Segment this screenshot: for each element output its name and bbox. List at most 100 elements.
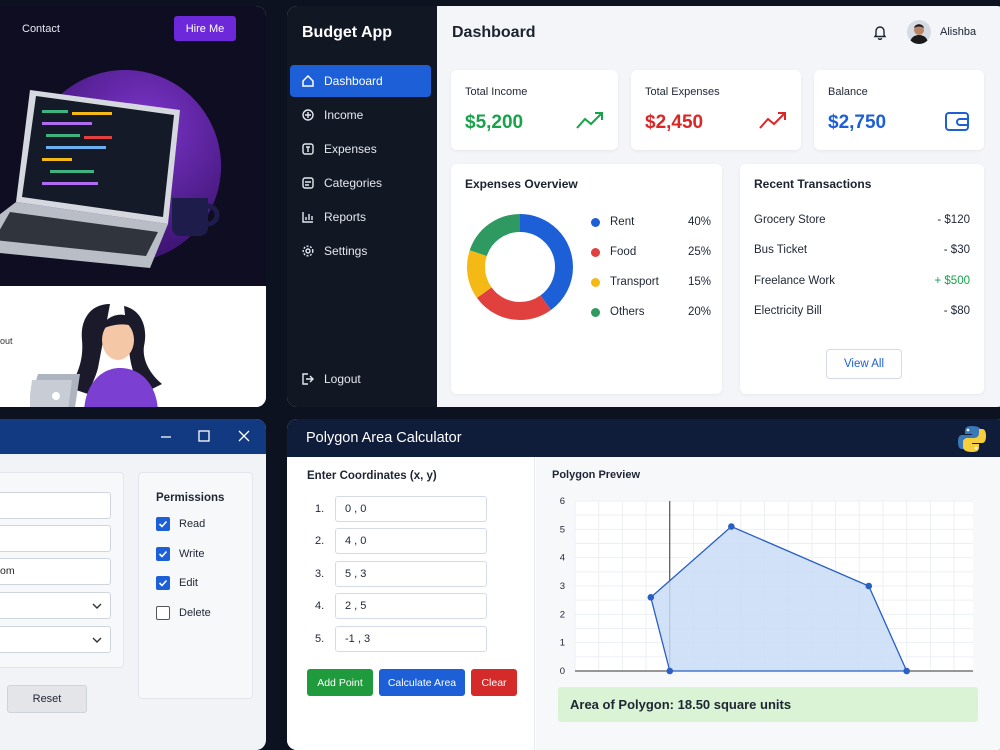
legend-label: Transport	[610, 276, 659, 288]
polygon-vertex	[728, 523, 735, 530]
status-select[interactable]	[0, 626, 111, 653]
sidebar-item-categories[interactable]: Categories	[290, 167, 431, 199]
checkbox-unchecked	[156, 605, 170, 620]
transaction-name: Bus Ticket	[754, 244, 808, 256]
legend-label: Rent	[610, 216, 635, 228]
hire-me-button[interactable]: Hire Me	[174, 16, 236, 41]
transaction-name: Freelance Work	[754, 275, 835, 287]
checkbox-label: Read	[179, 517, 206, 530]
notification-bell-icon[interactable]	[872, 24, 888, 40]
sidebar-item-settings[interactable]: Settings	[290, 235, 431, 267]
legend-item-transport: Transport 15%	[591, 274, 711, 290]
y-tick-label: 3	[560, 581, 565, 592]
expenses-donut-chart	[467, 214, 573, 320]
coordinates-title: Enter Coordinates (x, y)	[307, 470, 437, 482]
permissions-window: om Permissions Read Write Edit Delete Re…	[0, 419, 266, 750]
polygon-chart: -2-101234560123456	[560, 496, 973, 677]
clear-button[interactable]: Clear	[471, 669, 517, 696]
laptop-illustration	[0, 70, 221, 268]
chevron-down-icon	[92, 637, 102, 643]
legend-percent: 15%	[687, 276, 711, 288]
y-tick-label: 2	[560, 609, 565, 620]
sidebar-item-dashboard[interactable]: Dashboard	[290, 65, 431, 97]
maximize-icon[interactable]	[196, 428, 212, 444]
sidebar-item-label: Income	[324, 108, 364, 122]
coordinate-input[interactable]: 5 , 3	[335, 561, 487, 587]
nav-contact-link[interactable]: Contact	[22, 23, 60, 35]
donut-slice-rent	[467, 214, 573, 320]
coordinates-panel: Enter Coordinates (x, y) 1. 0 , 0 2. 4 ,…	[287, 457, 535, 750]
user-name[interactable]: Alishba	[940, 26, 977, 38]
permission-delete-checkbox[interactable]: Delete	[156, 605, 211, 620]
legend-item-food: Food 25%	[591, 244, 711, 260]
checkbox-checked	[156, 546, 170, 561]
trend-up-icon	[576, 112, 603, 129]
coordinate-row: 5. -1 , 3	[315, 626, 487, 652]
logout-label: Logout	[324, 372, 361, 386]
legend-label: Food	[610, 246, 637, 258]
app-brand: Budget App	[302, 24, 393, 41]
view-all-button[interactable]: View All	[826, 349, 902, 379]
sidebar-item-expenses[interactable]: Expenses	[290, 133, 431, 165]
donut-slice-transport	[467, 214, 573, 320]
card-title: Recent Transactions	[754, 177, 872, 191]
transaction-row: Bus Ticket - $30	[754, 244, 970, 260]
close-icon[interactable]	[236, 428, 252, 444]
recent-transactions-card: Recent Transactions Grocery Store - $120…	[740, 164, 984, 394]
checkbox-checked	[156, 516, 170, 531]
window-titlebar	[0, 419, 266, 454]
reset-button[interactable]: Reset	[7, 685, 87, 713]
checkbox-label: Write	[179, 547, 205, 560]
sidebar-item-income[interactable]: Income	[290, 99, 431, 131]
avatar[interactable]	[907, 20, 931, 44]
form-field[interactable]	[0, 525, 111, 552]
polygon-shape	[650, 525, 908, 672]
legend-dot	[591, 247, 600, 257]
stat-value: $2,450	[645, 112, 704, 133]
transaction-amount: + $500	[934, 275, 971, 287]
sidebar: Budget App Dashboard Income Expenses Cat…	[287, 6, 437, 407]
sidebar-nav: Dashboard Income Expenses Categories Rep…	[290, 65, 431, 269]
sidebar-item-reports[interactable]: Reports	[290, 201, 431, 233]
add-point-button[interactable]: Add Point	[307, 669, 373, 696]
coordinate-input[interactable]: -1 , 3	[335, 626, 487, 652]
expenses-icon	[302, 143, 314, 155]
minimize-icon[interactable]	[158, 428, 174, 444]
preview-title: Polygon Preview	[552, 469, 641, 481]
sidebar-item-label: Settings	[324, 244, 368, 258]
polygon-vertex	[865, 582, 873, 590]
y-tick-label: 6	[560, 496, 565, 507]
stat-card-balance: Balance $2,750	[814, 70, 984, 150]
coordinate-input[interactable]: 0 , 0	[335, 496, 487, 522]
sidebar-item-label: Dashboard	[324, 74, 383, 88]
coordinate-row: 2. 4 , 0	[315, 528, 487, 554]
stat-label: Total Expenses	[645, 86, 720, 98]
coordinate-input[interactable]: 4 , 0	[335, 528, 487, 554]
permission-read-checkbox[interactable]: Read	[156, 516, 205, 531]
legend-item-others: Others 20%	[591, 304, 711, 320]
polygon-vertex	[903, 667, 910, 675]
checkbox-checked	[156, 575, 170, 590]
logout-button[interactable]: Logout	[290, 364, 431, 394]
form-field[interactable]	[0, 492, 111, 519]
permission-edit-checkbox[interactable]: Edit	[156, 575, 198, 590]
row-number: 2.	[315, 535, 325, 547]
checkbox-label: Edit	[179, 576, 198, 589]
reports-icon	[302, 212, 313, 223]
coordinate-row: 1. 0 , 0	[315, 496, 487, 522]
about-text: out	[0, 336, 13, 346]
python-logo-icon	[958, 426, 986, 452]
logout-icon	[302, 373, 314, 385]
calculate-area-button[interactable]: Calculate Area	[379, 669, 465, 696]
coordinate-input[interactable]: 2 , 5	[335, 593, 487, 619]
polygon-calculator-window: Polygon Area Calculator Enter Coordinate…	[287, 419, 1000, 750]
permission-write-checkbox[interactable]: Write	[156, 546, 204, 561]
y-tick-label: 1	[560, 638, 565, 649]
role-select[interactable]	[0, 592, 111, 619]
email-field[interactable]: om	[0, 558, 111, 585]
window-titlebar: Polygon Area Calculator	[287, 419, 1000, 457]
legend-dot	[591, 307, 600, 317]
polygon-vertex	[666, 667, 674, 675]
sidebar-item-label: Reports	[324, 210, 367, 224]
legend-percent: 40%	[687, 216, 711, 228]
